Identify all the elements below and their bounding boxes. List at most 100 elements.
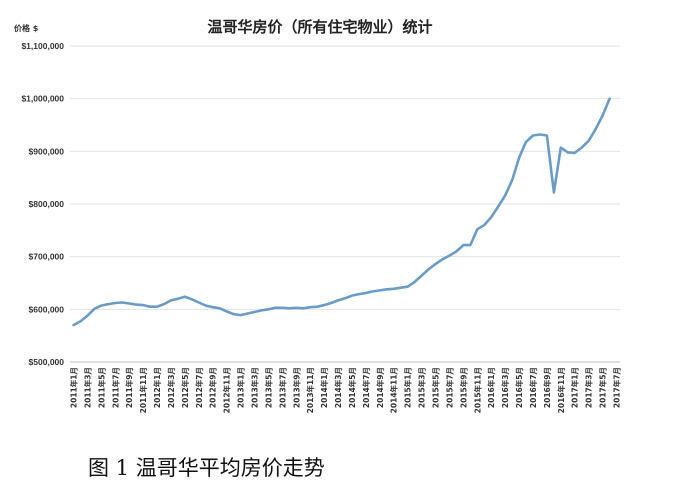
data-point (587, 140, 590, 142)
x-tick-label: 2012年11月 (222, 367, 232, 413)
data-point (455, 250, 458, 253)
x-tick-label: 2016年7月 (528, 367, 538, 408)
data-point (281, 306, 284, 309)
x-tick-label: 2015年3月 (417, 367, 427, 408)
y-tick-label: $500,000 (29, 357, 65, 367)
data-point (553, 191, 555, 194)
x-tick-label: 2011年11月 (138, 367, 148, 413)
x-tick-label: 2011年3月 (82, 367, 92, 408)
y-axis-label: 价格 $ (14, 23, 39, 33)
data-point (490, 216, 493, 218)
x-tick-label: 2011年5月 (96, 367, 106, 408)
data-point (107, 303, 110, 305)
data-point (218, 307, 221, 310)
data-point (462, 244, 465, 246)
data-point (469, 244, 472, 246)
x-tick-label: 2013年9月 (291, 367, 301, 408)
data-point (177, 298, 179, 300)
x-tick-label: 2011年7月 (110, 367, 120, 408)
line-chart: 温哥华房价（所有住宅物业）统计 价格 $ $500,000 $600,000 $70… (14, 18, 622, 413)
data-point (511, 179, 513, 182)
x-tick-label: 2015年1月 (403, 367, 413, 408)
data-point (413, 281, 416, 283)
data-point (232, 313, 235, 315)
data-point (135, 303, 137, 306)
x-tick-label: 2011年1月 (68, 367, 78, 408)
data-point (79, 320, 82, 323)
data-point (372, 290, 374, 293)
data-point (518, 156, 520, 159)
x-tick-label: 2015年9月 (458, 367, 468, 408)
data-point (121, 301, 124, 304)
data-point (483, 224, 486, 226)
data-point (344, 297, 346, 300)
x-tick-label: 2012年1月 (152, 367, 162, 408)
data-point (246, 312, 249, 315)
data-point (420, 274, 423, 277)
data-point (580, 146, 583, 149)
data-point (197, 301, 200, 304)
x-tick-label: 2014年9月 (375, 367, 385, 408)
data-point (573, 152, 576, 154)
x-tick-label: 2012年7月 (194, 367, 204, 408)
chart-container: 温哥华房价（所有住宅物业）统计 价格 $ $500,000 $600,000 $70… (14, 18, 622, 413)
data-point (392, 287, 395, 290)
x-tick-label: 2013年11月 (305, 367, 315, 413)
y-tick-label: $900,000 (29, 146, 65, 156)
x-tick-label: 2013年7月 (277, 367, 287, 408)
x-tick-label: 2014年11月 (389, 367, 399, 413)
data-point (225, 310, 228, 313)
y-tick-label: $600,000 (29, 304, 65, 314)
data-point (260, 309, 263, 312)
data-point (448, 254, 451, 257)
data-point (149, 305, 151, 308)
y-axis-ticks: $500,000 $600,000 $700,000 $800,000 $900,000… (21, 41, 64, 367)
x-tick-label: 2013年5月 (263, 367, 273, 408)
data-point (504, 194, 506, 197)
data-point (114, 302, 117, 304)
data-point (274, 306, 277, 309)
x-tick-label: 2014年1月 (319, 367, 329, 408)
x-tick-label: 2014年7月 (361, 367, 371, 408)
data-point (608, 97, 611, 100)
data-point (476, 228, 479, 231)
x-tick-label: 2014年5月 (347, 367, 357, 408)
data-point (295, 306, 298, 309)
y-tick-label: $800,000 (29, 199, 65, 209)
data-point (86, 314, 89, 317)
data-point (330, 302, 332, 304)
data-point (406, 285, 409, 288)
data-point (288, 307, 291, 310)
x-tick-label: 2012年5月 (180, 367, 190, 408)
x-tick-label: 2017年3月 (584, 367, 594, 408)
x-tick-label: 2016年11月 (556, 367, 566, 413)
data-point (594, 128, 597, 131)
x-tick-label: 2016年5月 (514, 367, 524, 408)
x-tick-label: 2014年3月 (333, 367, 343, 408)
data-point (601, 114, 604, 117)
data-point (316, 305, 318, 308)
x-tick-label: 2012年3月 (166, 367, 176, 408)
figure-caption: 图 1 温哥华平均房价走势 (88, 456, 325, 480)
data-point (309, 306, 311, 309)
x-tick-label: 2015年11月 (472, 367, 482, 413)
data-point (184, 295, 186, 298)
gridlines (70, 45, 620, 363)
data-point (163, 303, 165, 305)
x-tick-label: 2016年9月 (542, 367, 552, 408)
data-point (351, 294, 353, 297)
data-point (385, 288, 388, 291)
x-tick-label: 2011年9月 (124, 367, 134, 408)
x-axis-ticks: 2011年1月 2011年3月 2011年5月 2011年7月 2011年9月 2011年… (68, 367, 621, 413)
data-point (337, 299, 339, 302)
data-point (72, 324, 75, 326)
data-point (100, 304, 103, 307)
data-point (156, 305, 158, 308)
data-point (267, 308, 270, 311)
series-line (72, 97, 611, 327)
x-tick-label: 2015年5月 (431, 367, 441, 408)
data-point (204, 304, 207, 307)
data-point (142, 304, 144, 306)
data-point (302, 307, 305, 310)
data-point (399, 286, 402, 289)
